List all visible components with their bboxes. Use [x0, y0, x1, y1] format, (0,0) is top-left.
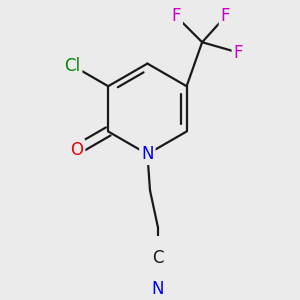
Text: N: N	[152, 280, 164, 298]
Text: O: O	[70, 141, 83, 159]
Text: F: F	[221, 8, 230, 26]
Text: N: N	[141, 145, 154, 163]
Text: C: C	[152, 249, 164, 267]
Text: Cl: Cl	[64, 56, 80, 74]
Text: F: F	[234, 44, 243, 62]
Text: F: F	[172, 8, 181, 26]
